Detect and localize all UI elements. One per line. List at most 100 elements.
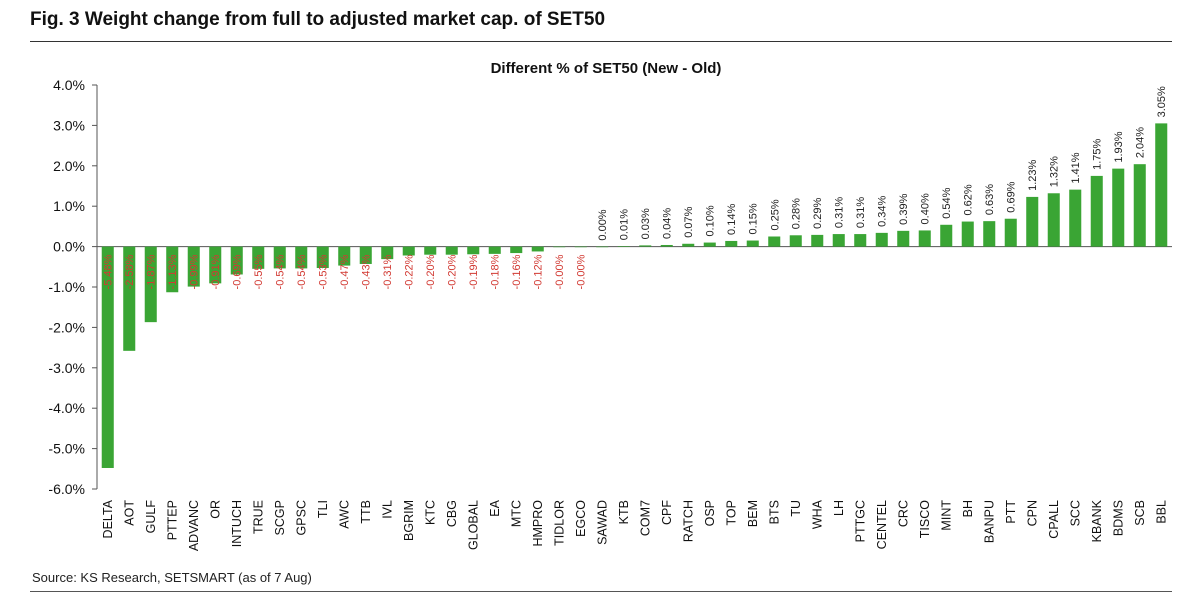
- bar-pttep: [166, 246, 179, 293]
- x-tick-ttb: TTB: [359, 500, 373, 524]
- x-tick-scc: SCC: [1068, 500, 1082, 526]
- data-label-tu: 0.28%: [791, 198, 803, 229]
- data-label-top: 0.14%: [726, 204, 738, 235]
- x-tick-tli: TLI: [316, 500, 330, 518]
- data-label-centel: 0.34%: [877, 195, 889, 226]
- x-tick-cpall: CPALL: [1047, 500, 1061, 539]
- bar-bem: [746, 240, 759, 247]
- x-tick-ptt: PTT: [1004, 500, 1018, 524]
- data-label-scc: 1.41%: [1070, 152, 1082, 183]
- x-tick-intuch: INTUCH: [230, 500, 244, 547]
- bar-crc: [897, 230, 910, 247]
- y-tick-label: 3.0%: [53, 117, 85, 133]
- bar-tli: [316, 246, 329, 269]
- figure-title: Fig. 3 Weight change from full to adjust…: [30, 9, 606, 30]
- bar-scgp: [273, 246, 286, 269]
- bar-bdms: [1112, 168, 1125, 247]
- bar-centel: [875, 232, 888, 247]
- data-label-sawad: 0.00%: [597, 209, 609, 240]
- data-label-bbl: 3.05%: [1156, 86, 1168, 117]
- data-label-crc: 0.39%: [898, 193, 910, 224]
- data-label-egco: -0.00%: [576, 254, 588, 289]
- x-tick-global: GLOBAL: [466, 500, 480, 550]
- x-tick-hmpro: HMPRO: [531, 500, 545, 547]
- data-label-cpf: 0.04%: [662, 208, 674, 239]
- x-tick-pttep: PTTEP: [165, 500, 179, 540]
- data-label-wha: 0.29%: [812, 197, 824, 228]
- bars: [101, 123, 1168, 468]
- bar-hmpro: [531, 246, 544, 252]
- bar-bgrim: [402, 246, 415, 256]
- bar-advanc: [187, 246, 200, 287]
- data-label-or: -0.91%: [210, 254, 222, 289]
- x-tick-advanc: ADVANC: [187, 500, 201, 551]
- title-divider: [30, 41, 1172, 42]
- bar-tu: [789, 235, 802, 247]
- data-label-ktb: 0.01%: [619, 209, 631, 240]
- x-tick-crc: CRC: [896, 500, 910, 527]
- bar-kbank: [1090, 175, 1103, 247]
- y-tick-label: -6.0%: [48, 481, 85, 497]
- bar-ea: [488, 246, 501, 254]
- bar-awc: [338, 246, 351, 266]
- bar-top: [725, 240, 738, 247]
- bar-true: [252, 246, 265, 269]
- x-tick-bts: BTS: [767, 500, 781, 524]
- bar-gulf: [144, 246, 157, 323]
- bar-intuch: [230, 246, 243, 275]
- data-label-pttep: -1.13%: [167, 254, 179, 289]
- bar-mint: [940, 224, 953, 247]
- x-tick-aot: AOT: [122, 500, 136, 526]
- x-axis: DELTA AOT GULF PTTEP ADVANC OR INTUCH TRUE SCGP G…: [101, 499, 1169, 551]
- data-label-scgp: -0.54%: [275, 254, 287, 289]
- x-tick-true: TRUE: [251, 500, 265, 534]
- x-tick-top: TOP: [724, 500, 738, 525]
- x-tick-tu: TU: [789, 500, 803, 517]
- data-label-osp: 0.10%: [705, 205, 717, 236]
- x-tick-or: OR: [208, 500, 222, 519]
- bar-delta: [101, 246, 114, 468]
- data-label-mint: 0.54%: [941, 187, 953, 218]
- bar-wha: [811, 234, 824, 247]
- data-label-mtc: -0.16%: [511, 254, 523, 289]
- footer-divider: [30, 591, 1172, 592]
- data-label-banpu: 0.63%: [984, 184, 996, 215]
- data-label-true: -0.55%: [253, 254, 265, 289]
- bar-banpu: [983, 221, 996, 247]
- y-tick-label: 2.0%: [53, 158, 85, 174]
- x-tick-tisco: TISCO: [918, 500, 932, 538]
- y-tick-label: -2.0%: [48, 319, 85, 335]
- x-tick-osp: OSP: [703, 500, 717, 526]
- data-label-gpsc: -0.54%: [296, 254, 308, 289]
- x-tick-tidlor: TIDLOR: [552, 500, 566, 546]
- bar-bts: [768, 236, 781, 247]
- bar-sawad: [596, 246, 609, 248]
- data-label-tidlor: -0.00%: [554, 254, 566, 289]
- data-label-hmpro: -0.12%: [533, 254, 545, 289]
- x-tick-egco: EGCO: [574, 500, 588, 537]
- bar-global: [467, 246, 480, 255]
- bar-gpsc: [295, 246, 308, 269]
- data-label-com7: 0.03%: [640, 208, 652, 239]
- data-label-bh: 0.62%: [963, 184, 975, 215]
- data-label-cbg: -0.20%: [447, 254, 459, 289]
- bar-ptt: [1004, 218, 1017, 247]
- data-label-ea: -0.18%: [490, 254, 502, 289]
- bar-scc: [1069, 189, 1082, 247]
- x-tick-delta: DELTA: [101, 499, 115, 538]
- data-labels: -5.48% -2.58% -1.87% -1.13% -0.99% -0.91% -0.6…: [103, 86, 1169, 289]
- x-tick-wha: WHA: [810, 499, 824, 529]
- y-tick-label: -5.0%: [48, 441, 85, 457]
- data-label-kbank: 1.75%: [1092, 138, 1104, 169]
- bar-mtc: [510, 246, 523, 254]
- x-tick-gulf: GULF: [144, 500, 158, 534]
- x-tick-ea: EA: [488, 499, 502, 516]
- data-label-bdms: 1.93%: [1113, 131, 1125, 162]
- x-tick-mint: MINT: [939, 500, 953, 531]
- bar-cpall: [1047, 193, 1060, 247]
- x-tick-bdms: BDMS: [1111, 500, 1125, 536]
- data-label-tli: -0.53%: [318, 254, 330, 289]
- x-tick-cpn: CPN: [1025, 500, 1039, 526]
- data-label-tisco: 0.40%: [920, 193, 932, 224]
